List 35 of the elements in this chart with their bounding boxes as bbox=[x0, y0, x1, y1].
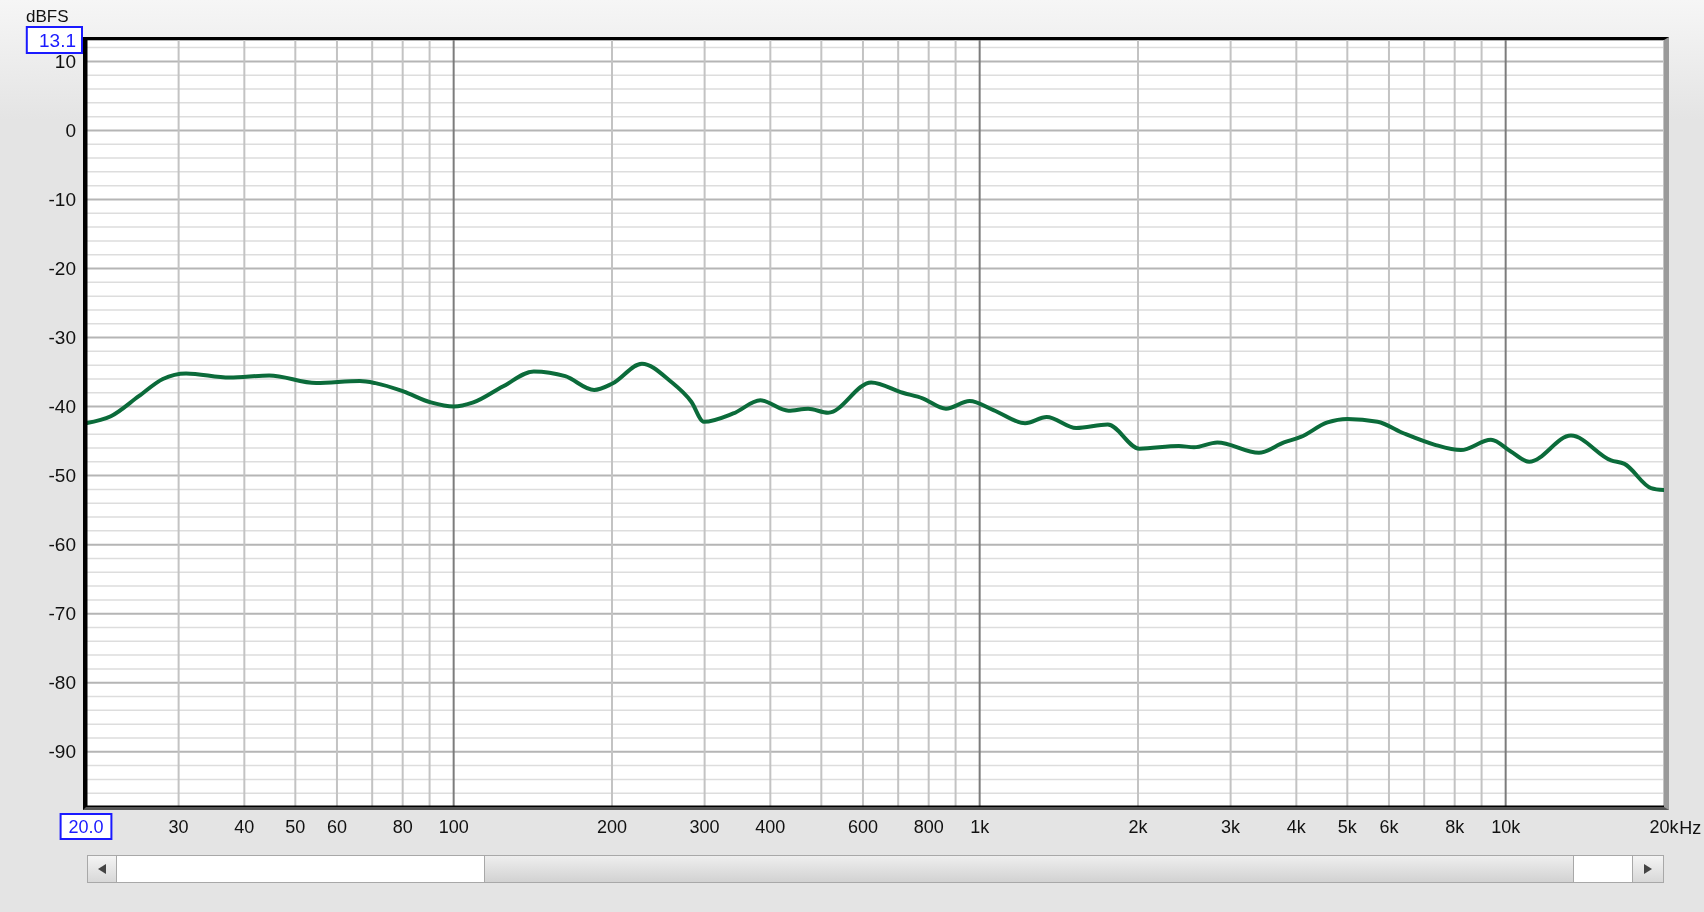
y-tick-label: -20 bbox=[48, 258, 76, 280]
x-tick-label: 4k bbox=[1286, 817, 1307, 837]
x-tick-label: 100 bbox=[438, 817, 469, 837]
x-tick-label: 60 bbox=[326, 817, 347, 837]
x-tick-label: 40 bbox=[234, 817, 255, 837]
y-tick-label: -40 bbox=[48, 396, 76, 418]
y-tick-label: -60 bbox=[48, 534, 76, 556]
x-tick-label: 2k bbox=[1128, 817, 1149, 837]
y-tick-label: -10 bbox=[48, 188, 76, 210]
x-tick-label: 6k bbox=[1379, 817, 1400, 837]
y-tick-label: -50 bbox=[48, 465, 76, 487]
y-tick-label: 0 bbox=[65, 119, 76, 141]
x-tick-label: 1k bbox=[970, 817, 991, 837]
y-axis-title: dBFS bbox=[26, 7, 69, 26]
x-tick-label: 5k bbox=[1337, 817, 1358, 837]
y-tick-label: 10 bbox=[54, 50, 76, 72]
x-tick-label: 600 bbox=[847, 817, 878, 837]
x-tick-label: 30 bbox=[168, 817, 189, 837]
y-tick-label: -90 bbox=[48, 741, 76, 763]
x-tick-label: 10k bbox=[1491, 817, 1522, 837]
y-tick-label: 13.1 bbox=[39, 29, 76, 51]
x-tick-label: 20k bbox=[1649, 817, 1680, 837]
x-axis-title: Hz bbox=[1679, 818, 1702, 838]
x-tick-label: 3k bbox=[1221, 817, 1242, 837]
y-tick-label: -70 bbox=[48, 603, 76, 625]
x-tick-label: 200 bbox=[596, 817, 628, 837]
y-tick-label: -80 bbox=[48, 672, 76, 694]
x-tick-label: 400 bbox=[755, 817, 786, 837]
y-tick-label: -30 bbox=[48, 327, 76, 349]
x-tick-label: 300 bbox=[689, 817, 720, 837]
x-tick-label: 50 bbox=[285, 817, 306, 837]
x-tick-label: 80 bbox=[392, 817, 413, 837]
x-tick-label: 8k bbox=[1445, 817, 1466, 837]
x-tick-label: 800 bbox=[913, 817, 944, 837]
x-tick-label: 20.0 bbox=[68, 817, 104, 837]
